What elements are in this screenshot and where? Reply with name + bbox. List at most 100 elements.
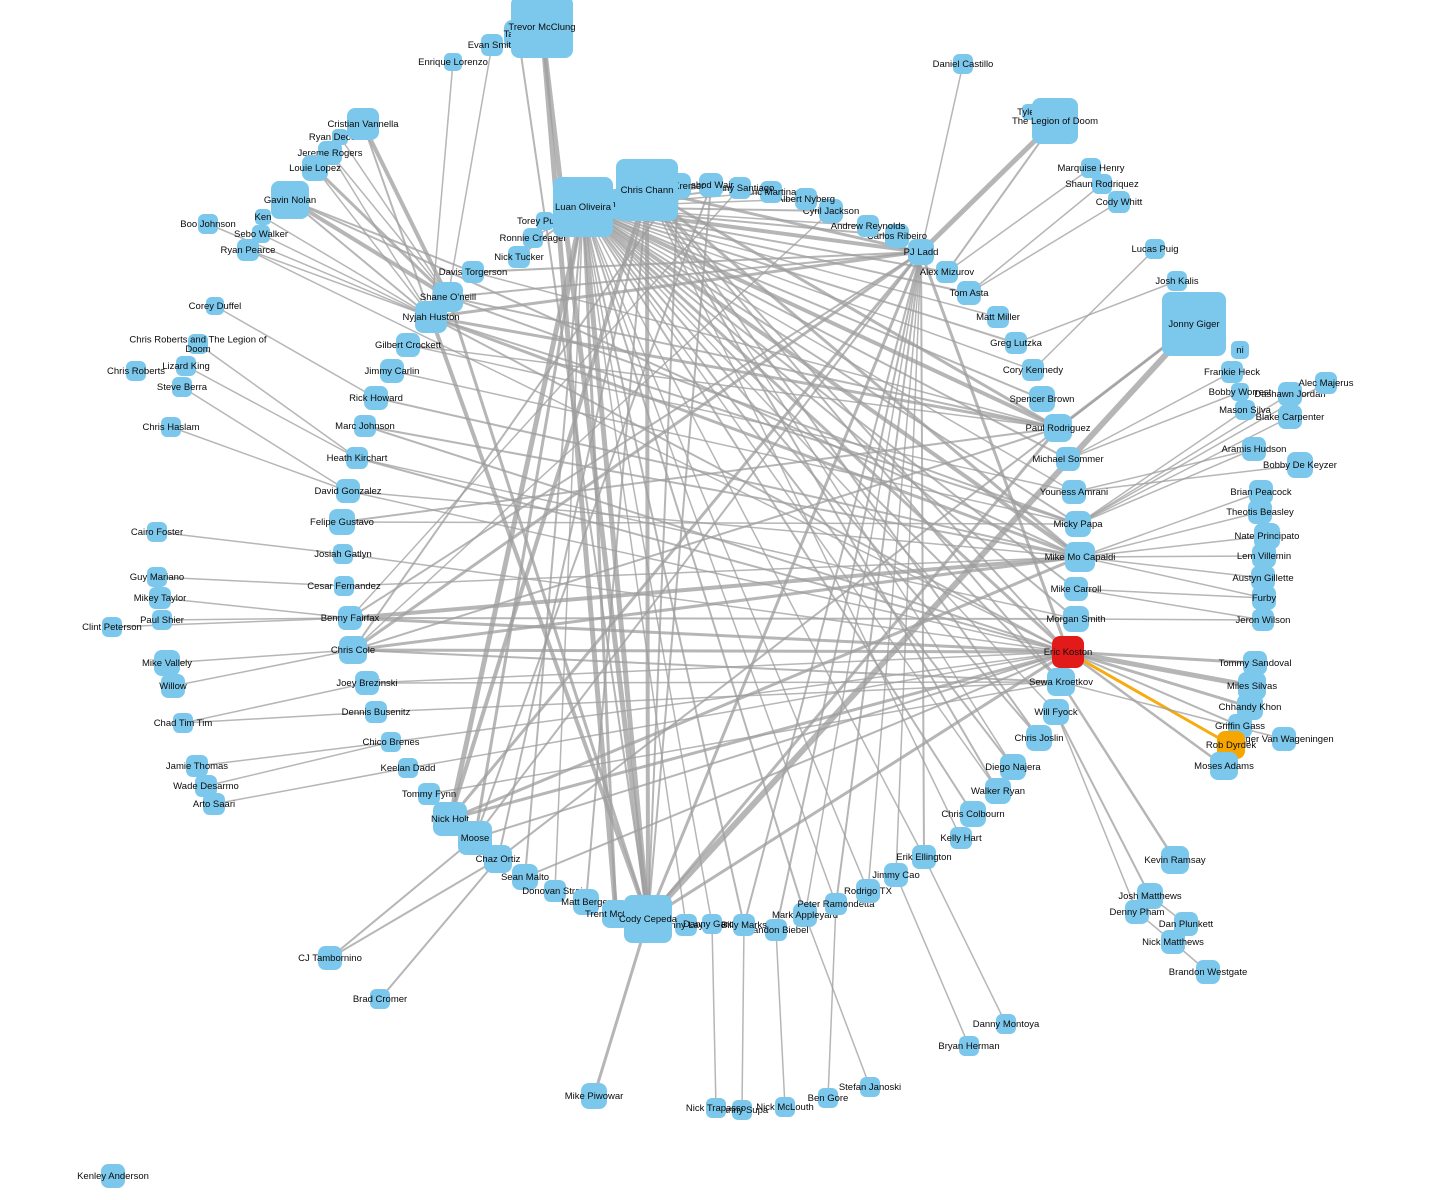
graph-node-jeron-wilson[interactable]	[1252, 609, 1274, 631]
graph-node-dennis-busenitz[interactable]	[365, 701, 387, 723]
graph-node-albert-nyberg[interactable]	[795, 188, 817, 210]
graph-node-billy-marks[interactable]	[733, 914, 755, 936]
graph-node-paul-rodriguez[interactable]	[1044, 414, 1072, 442]
graph-node-alex-mizurov[interactable]	[936, 261, 958, 283]
graph-node-matt-miller[interactable]	[987, 306, 1009, 328]
graph-node-joey-brezinski[interactable]	[355, 671, 379, 695]
graph-node-ben-gore[interactable]	[818, 1088, 838, 1108]
graph-node-nick-trapasso[interactable]	[706, 1098, 726, 1118]
graph-node-bryan-herman[interactable]	[959, 1036, 979, 1056]
graph-node-diego-najera[interactable]	[1000, 754, 1026, 780]
graph-node-arto-saari[interactable]	[203, 793, 225, 815]
graph-node-chico-brenes[interactable]	[381, 732, 401, 752]
graph-node-bobby-de-keyzer[interactable]	[1287, 452, 1313, 478]
graph-node-greg-lutzka[interactable]	[1005, 332, 1027, 354]
graph-node-lizard-king[interactable]	[176, 356, 196, 376]
graph-node-trent-mcclung[interactable]	[602, 900, 630, 928]
graph-node-chris-roberts[interactable]	[126, 361, 146, 381]
graph-node-nick-matthews[interactable]	[1161, 930, 1185, 954]
graph-node-ryan-pearce[interactable]	[237, 239, 259, 261]
graph-node-dan-plunkett[interactable]	[1174, 912, 1198, 936]
graph-node-gilbert-crockett[interactable]	[396, 333, 420, 357]
graph-node-cesar-fernandez[interactable]	[334, 576, 354, 596]
graph-node-sewa-kroetkov[interactable]	[1047, 668, 1075, 696]
graph-node-furby[interactable]	[1252, 586, 1276, 610]
graph-node-sebo-walker[interactable]	[252, 225, 270, 243]
graph-node-gavin-nolan[interactable]	[271, 181, 309, 219]
graph-node-shane-o-neill[interactable]	[433, 282, 463, 312]
graph-node-danny-garcia[interactable]	[702, 914, 722, 934]
graph-node-rodrigo-tx[interactable]	[856, 879, 880, 903]
graph-node-denny-pham[interactable]	[1125, 900, 1149, 924]
graph-node-moose[interactable]	[458, 821, 492, 855]
graph-node-brandon-biebel[interactable]	[765, 919, 787, 941]
graph-node-felipe-gustavo[interactable]	[329, 509, 355, 535]
graph-node-jonny-giger[interactable]	[1162, 292, 1226, 356]
graph-node-matt-berger[interactable]	[573, 889, 599, 915]
graph-node-jamie-thomas[interactable]	[186, 755, 208, 777]
graph-node-cyril-jackson[interactable]	[819, 199, 843, 223]
graph-node-peter-ramondetta[interactable]	[825, 893, 847, 915]
graph-node-andrew-reynolds[interactable]	[857, 215, 879, 237]
graph-node-rick-howard[interactable]	[364, 386, 388, 410]
graph-node-enrique-lorenzo[interactable]	[444, 53, 462, 71]
graph-node-ni[interactable]	[1231, 341, 1249, 359]
graph-node-theotis-beasley[interactable]	[1248, 500, 1272, 524]
graph-node-steve-berra[interactable]	[172, 377, 192, 397]
graph-node-mike-vallely[interactable]	[154, 650, 180, 676]
graph-node-shaun-rodriquez[interactable]	[1092, 174, 1112, 194]
graph-node-chris-joslin[interactable]	[1026, 725, 1052, 751]
graph-node-benny-fairfax[interactable]	[338, 606, 362, 630]
graph-node-the-legion-of-doom[interactable]	[1032, 98, 1078, 144]
graph-node-paul-shier[interactable]	[152, 610, 172, 630]
graph-node-danny-supa[interactable]	[732, 1100, 752, 1120]
graph-node-chad-tim-tim[interactable]	[173, 713, 193, 733]
graph-node-blake-carpenter[interactable]	[1278, 405, 1302, 429]
graph-node-bobby-worrest[interactable]	[1231, 383, 1249, 401]
graph-node-cristian-vannella[interactable]	[347, 108, 379, 140]
graph-node-ryan-decenzo[interactable]	[332, 129, 348, 145]
graph-node-kenley-anderson[interactable]	[101, 1164, 125, 1188]
graph-node-kelly-hart[interactable]	[950, 827, 972, 849]
graph-node-danny-montoya[interactable]	[996, 1014, 1016, 1034]
graph-node-zeger-van-wageningen[interactable]	[1272, 727, 1296, 751]
graph-node-marquise-henry[interactable]	[1081, 158, 1101, 178]
graph-node-mike-carroll[interactable]	[1064, 577, 1088, 601]
graph-node-willow[interactable]	[161, 674, 185, 698]
graph-node-cj-tambornino[interactable]	[318, 946, 342, 970]
graph-node-tom-asta[interactable]	[957, 281, 981, 305]
graph-node-ken[interactable]	[255, 209, 271, 225]
graph-node-corey-duffel[interactable]	[206, 297, 224, 315]
graph-node-cody-whitt[interactable]	[1108, 191, 1130, 213]
graph-node-mike-mo-capaldi[interactable]	[1065, 542, 1095, 572]
graph-node-mason-silva[interactable]	[1235, 400, 1255, 420]
graph-node-ronnie-creager[interactable]	[523, 228, 543, 248]
graph-node-pj-ladd[interactable]	[908, 239, 934, 265]
graph-node-boo-johnson[interactable]	[198, 214, 218, 234]
graph-node-wade-desarmo[interactable]	[195, 775, 217, 797]
graph-node-marc-johnson[interactable]	[354, 415, 376, 437]
graph-node-chris-cole[interactable]	[339, 636, 367, 664]
graph-node-walker-ryan[interactable]	[985, 778, 1011, 804]
graph-node-brian-peacock[interactable]	[1249, 480, 1273, 504]
graph-node-mark-appleyard[interactable]	[793, 903, 817, 927]
graph-node-tommy-fynn[interactable]	[418, 783, 440, 805]
graph-node-torey-pudwill[interactable]	[536, 212, 554, 230]
graph-node-nick-tucker[interactable]	[508, 246, 530, 268]
graph-node-lucas-puig[interactable]	[1145, 239, 1165, 259]
graph-node-heath-kirchart[interactable]	[346, 447, 368, 469]
graph-node-cairo-foster[interactable]	[147, 522, 167, 542]
graph-node-david-gonzalez[interactable]	[336, 479, 360, 503]
graph-node-clint-peterson[interactable]	[102, 617, 122, 637]
graph-node-spencer-brown[interactable]	[1029, 386, 1055, 412]
graph-node-chris-colbourn[interactable]	[960, 801, 986, 827]
graph-node-brad-cromer[interactable]	[370, 989, 390, 1009]
graph-node-mikey-taylor[interactable]	[149, 587, 171, 609]
graph-node-ishod-wair[interactable]	[699, 173, 723, 197]
graph-node-alec-majerus[interactable]	[1315, 372, 1337, 394]
graph-node-jimmy-cao[interactable]	[884, 863, 908, 887]
graph-node-dashawn-jordan[interactable]	[1278, 382, 1302, 406]
graph-node-cody-cepeda[interactable]	[624, 895, 672, 943]
graph-node-morgan-smith[interactable]	[1063, 606, 1089, 632]
graph-node-aramis-hudson[interactable]	[1242, 437, 1266, 461]
